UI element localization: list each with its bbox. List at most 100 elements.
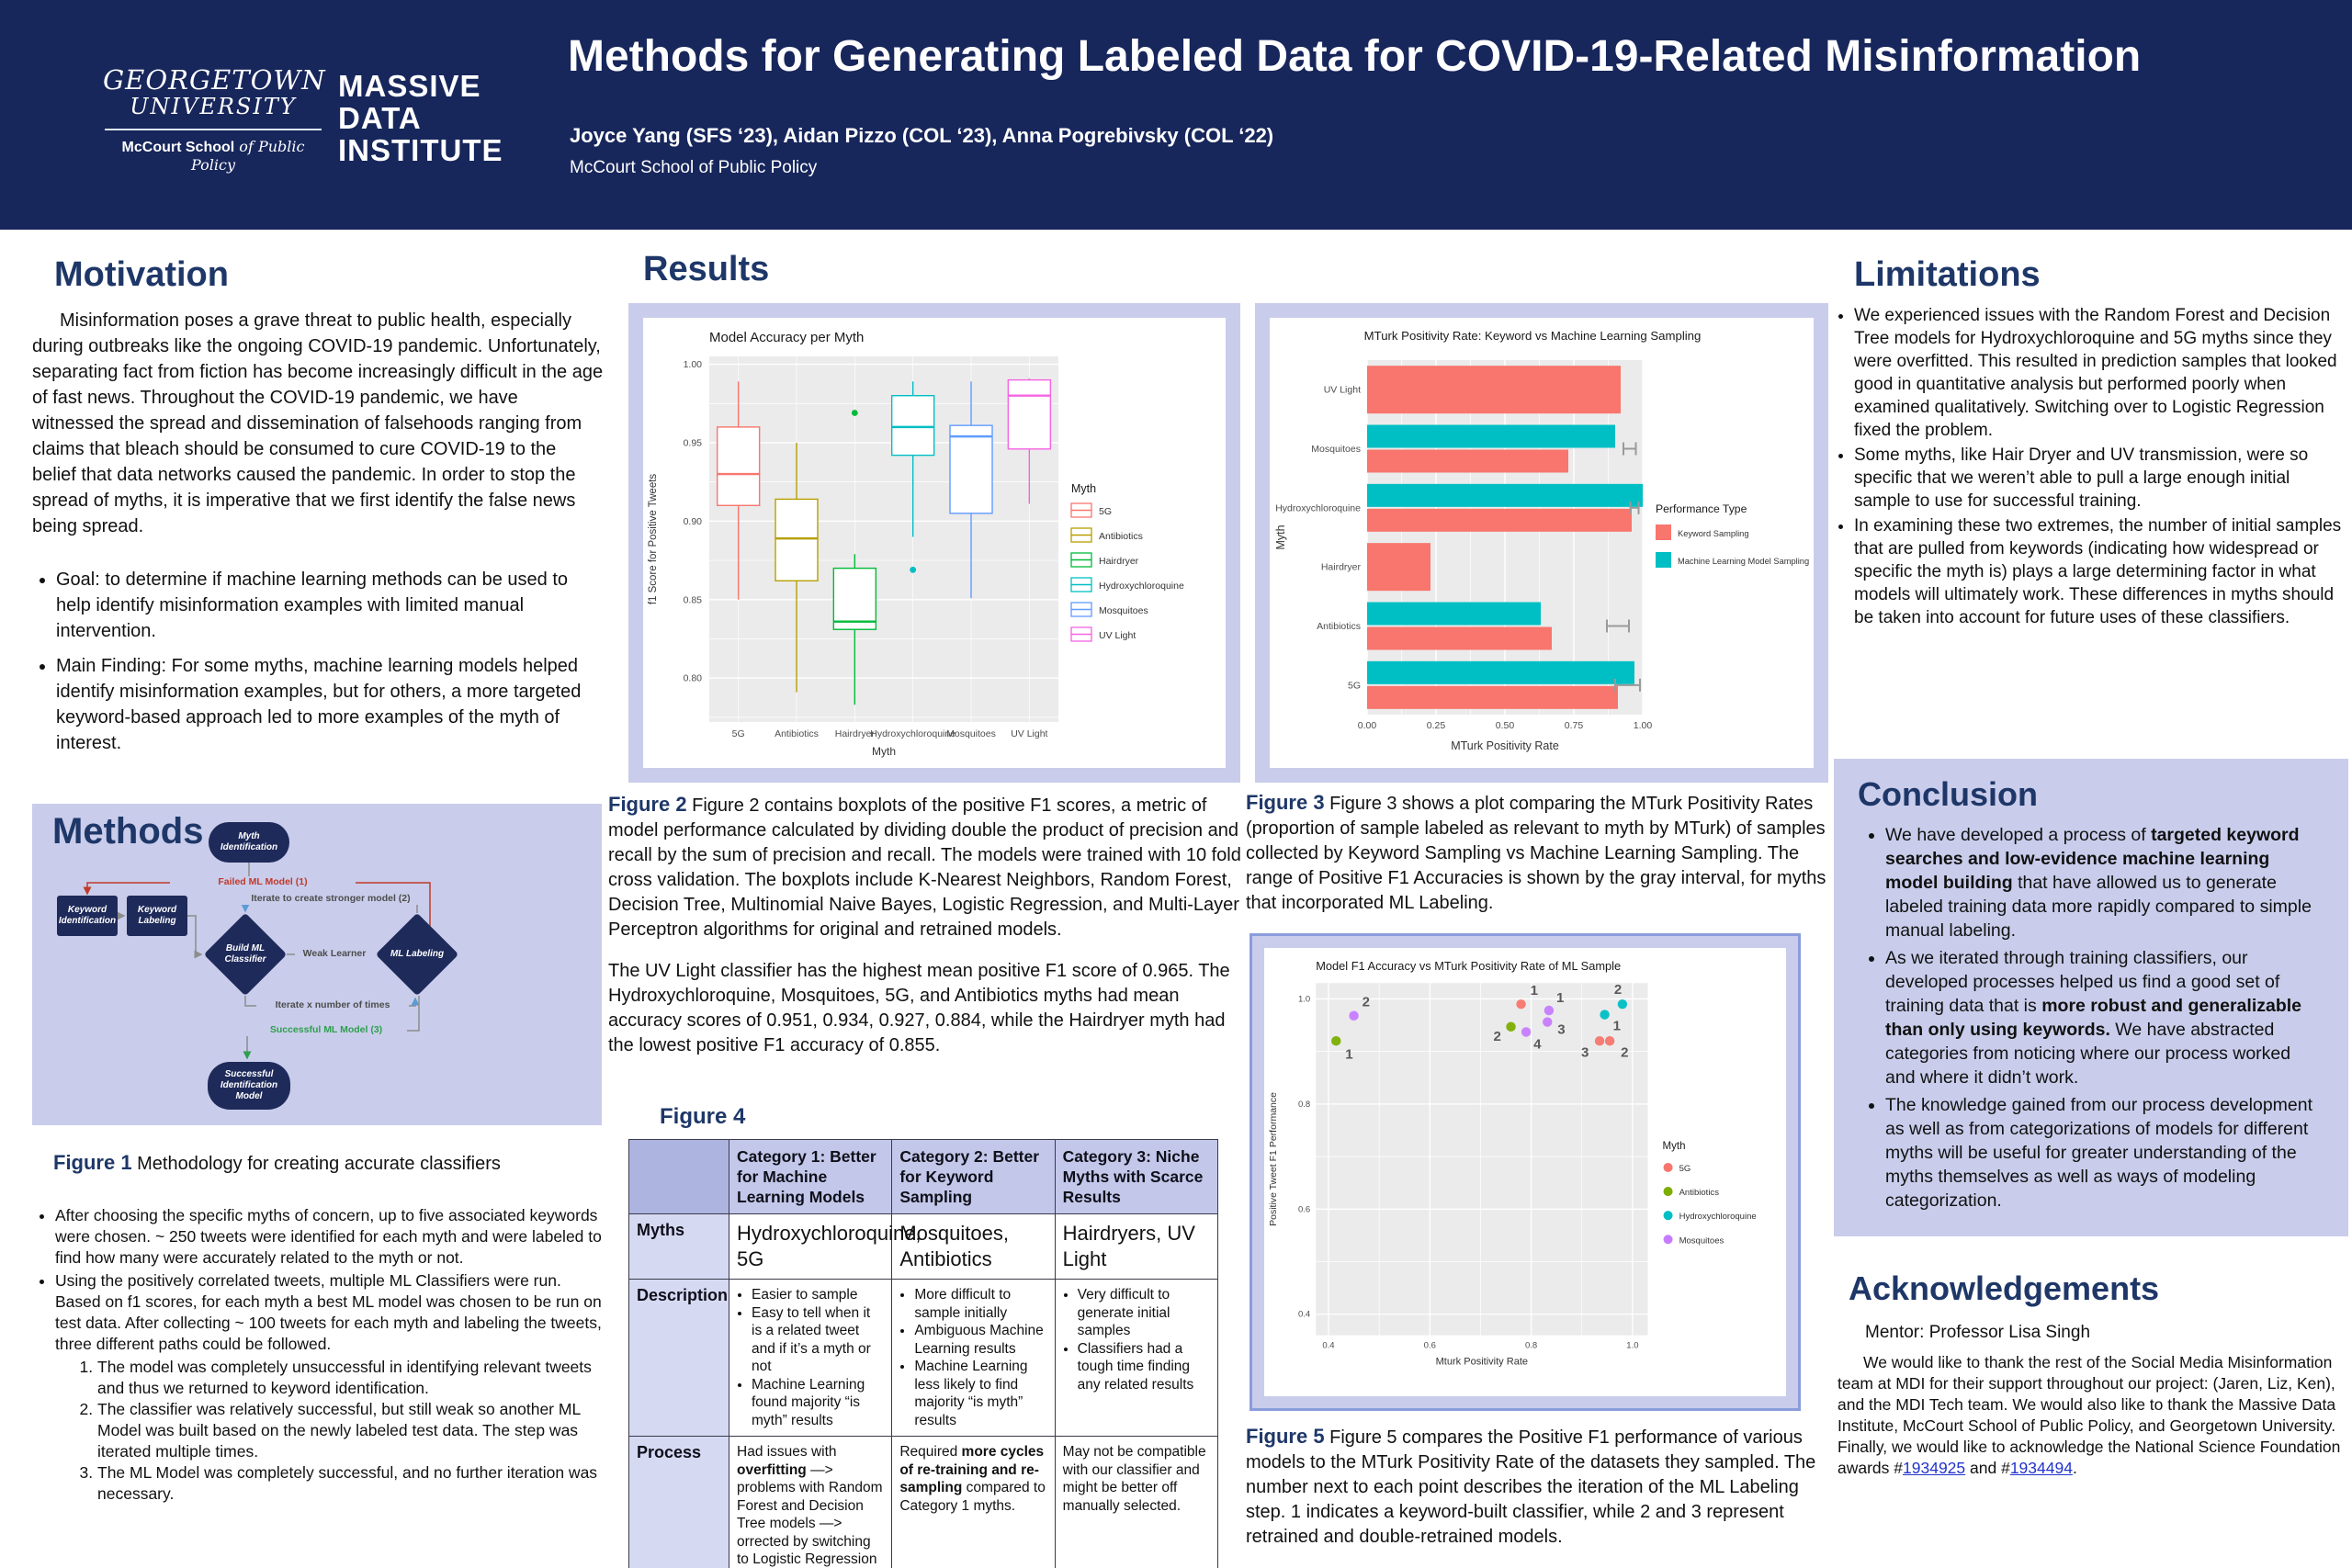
figure1-panel: Methods Myth Identification Keyword Iden… (32, 804, 602, 1125)
figure4-table: Category 1: Better for Machine Learning … (628, 1139, 1219, 1568)
svg-text:0.50: 0.50 (1496, 720, 1515, 731)
svg-text:2: 2 (1363, 995, 1370, 1010)
svg-text:5G: 5G (1348, 680, 1361, 691)
conclusion-bullet: As we iterated through training classifi… (1885, 946, 2324, 1089)
svg-text:f1 Score for Positive Tweets: f1 Score for Positive Tweets (648, 474, 659, 605)
mccourt-italic: of Public Policy (191, 138, 305, 174)
svg-text:0.4: 0.4 (1322, 1341, 1335, 1351)
figure3-bar-chart: 0.00 0.25 0.50 0.75 1.00 UV Light Mosquitoes Hy… (1270, 318, 1814, 768)
desc-item: Easier to sample (752, 1286, 884, 1304)
figure5-panel: 0.4 0.6 0.8 1.0 0.4 0.6 0.8 1.0 1 2 3 1 2 1 2 1 2 3 4 Model… (1250, 933, 1801, 1411)
figure5-caption-text: Figure 5 compares the Positive F1 perfor… (1246, 1427, 1816, 1547)
svg-text:Myth: Myth (1071, 482, 1096, 495)
table-cell: Mosquitoes, Antibiotics (891, 1213, 1056, 1280)
desc-item: More difficult to sample initially (914, 1286, 1046, 1322)
svg-text:Antibiotics: Antibiotics (1099, 531, 1143, 542)
table-row-label: Process (628, 1436, 729, 1568)
desc-item: Machine Learning found majority “is myth… (752, 1376, 884, 1430)
svg-text:Mturk Positivity Rate: Mturk Positivity Rate (1436, 1357, 1528, 1368)
svg-text:UV Light: UV Light (1099, 630, 1136, 641)
mdi-line-2: DATA (338, 101, 422, 135)
desc-item: Classifiers had a tough time finding any… (1078, 1340, 1210, 1394)
mdi-logo: MASSIVE DATA INSTITUTE (338, 70, 503, 166)
svg-text:UV Light: UV Light (1324, 385, 1361, 396)
svg-text:Keyword Sampling: Keyword Sampling (1678, 529, 1749, 538)
svg-text:Mosquitoes: Mosquitoes (1099, 605, 1148, 616)
svg-text:3: 3 (1557, 1022, 1565, 1038)
methods-bullet: Using the positively correlated tweets, … (55, 1270, 603, 1505)
acknowledgements-heading: Acknowledgements (1849, 1269, 2160, 1307)
table-row-process: Process Had issues with overfitting —> p… (628, 1436, 1219, 1568)
nsf-award-link[interactable]: 1934494 (2009, 1459, 2073, 1477)
svg-text:Hairdryer: Hairdryer (835, 728, 876, 739)
svg-text:Antibiotics: Antibiotics (775, 728, 819, 739)
header: GEORGETOWN UNIVERSITY McCourt School of … (0, 0, 2352, 230)
table-row-label: Myths (628, 1213, 729, 1280)
methods-numbered-item: The ML Model was completely successful, … (97, 1462, 603, 1505)
flow-edge-iterate2-label: Iterate to create stronger model (2) (236, 893, 425, 905)
limitations-bullets: We experienced issues with the Random Fo… (1830, 304, 2345, 629)
table-cell: May not be compatible with our classifie… (1054, 1436, 1219, 1568)
figure4-heading: Figure 4 (660, 1104, 746, 1129)
mccourt-school-label: McCourt School of Public Policy (103, 138, 323, 175)
table-cell: Hydroxychloroquine, 5G (728, 1213, 922, 1280)
svg-text:Model Accuracy per Myth: Model Accuracy per Myth (709, 330, 864, 345)
svg-text:Mosquitoes: Mosquitoes (946, 728, 996, 739)
svg-text:2: 2 (1614, 982, 1622, 998)
mdi-line-1: MASSIVE (338, 69, 481, 103)
methods-notes: After choosing the specific myths of con… (35, 1205, 603, 1506)
figure2-boxplot: 0.80 0.85 0.90 0.95 1.00 5G Antibiotics Hairdry… (643, 318, 1226, 768)
limitations-bullet: Some myths, like Hair Dryer and UV trans… (1854, 444, 2345, 513)
svg-text:MTurk Positivity Rate: MTurk Positivity Rate (1451, 739, 1559, 752)
table-cell: Required more cycles of re-training and … (891, 1436, 1056, 1568)
flow-edge-success-label: Successful ML Model (3) (245, 1024, 407, 1036)
svg-text:0.6: 0.6 (1298, 1204, 1310, 1214)
svg-text:2: 2 (1621, 1044, 1628, 1060)
poster-title: Methods for Generating Labeled Data for … (568, 32, 2142, 81)
conclusion-heading: Conclusion (1858, 775, 2038, 813)
table-cell: Easier to sample Easy to tell when it is… (728, 1279, 893, 1437)
figure5-caption-label: Figure 5 (1246, 1425, 1325, 1448)
nsf-award-link[interactable]: 1934925 (1903, 1459, 1966, 1477)
mentor-line: Mentor: Professor Lisa Singh (1865, 1323, 2091, 1342)
svg-text:Mosquitoes: Mosquitoes (1311, 444, 1361, 455)
table-row-description: Description Easier to sample Easy to tel… (628, 1279, 1219, 1437)
svg-text:5G: 5G (1099, 506, 1112, 517)
table-cell: Hairdryers, UV Light (1054, 1213, 1219, 1280)
flow-edge-weak-learner-label: Weak Learner (295, 948, 374, 960)
flow-edge-failed-label: Failed ML Model (1) (170, 876, 356, 888)
flow-node-myth-identification: Myth Identification (209, 822, 289, 863)
desc-item: Very difficult to generate initial sampl… (1078, 1286, 1210, 1340)
figure3-caption-label: Figure 3 (1246, 791, 1325, 814)
svg-text:Hydroxychloroquine: Hydroxychloroquine (870, 728, 956, 739)
svg-text:0.25: 0.25 (1427, 720, 1446, 731)
motivation-paragraph: Misinformation poses a grave threat to p… (32, 310, 604, 536)
svg-text:2: 2 (1493, 1029, 1500, 1044)
svg-text:Machine Learning Model Samplin: Machine Learning Model Sampling (1678, 557, 1809, 566)
svg-text:5G: 5G (1679, 1164, 1691, 1174)
figure1-caption: Figure 1 Methodology for creating accura… (53, 1150, 605, 1177)
svg-text:1: 1 (1613, 1019, 1621, 1034)
motivation-bullet: Goal: to determine if machine learning m… (56, 567, 604, 644)
svg-text:3: 3 (1581, 1044, 1589, 1060)
georgetown-wordmark: GEORGETOWN (103, 64, 326, 96)
svg-text:4: 4 (1533, 1037, 1542, 1053)
svg-text:Positive Tweet F1 Performan: Positive Tweet F1 Performance (1268, 1092, 1279, 1226)
figure2-caption2: The UV Light classifier has the highest … (608, 961, 1230, 1055)
flow-node-keyword-labeling: Keyword Labeling (127, 896, 187, 936)
results-heading: Results (643, 250, 770, 288)
table-row-myths: Myths Hydroxychloroquine, 5G Mosquitoes,… (628, 1213, 1219, 1280)
svg-text:0.8: 0.8 (1298, 1100, 1310, 1110)
svg-text:Hydroxychloroquine: Hydroxychloroquine (1275, 502, 1361, 513)
svg-text:1.00: 1.00 (684, 359, 703, 370)
svg-text:Myth: Myth (872, 745, 896, 758)
svg-text:0.85: 0.85 (684, 594, 703, 605)
university-wordmark: UNIVERSITY (130, 94, 297, 119)
svg-text:0.6: 0.6 (1424, 1341, 1436, 1351)
svg-text:0.95: 0.95 (684, 437, 703, 448)
svg-text:Myth: Myth (1663, 1141, 1686, 1152)
motivation-section: Motivation Misinformation poses a grave … (32, 255, 604, 765)
figure3-caption: Figure 3 Figure 3 shows a plot comparing… (1246, 790, 1832, 916)
methods-bullets: After choosing the specific myths of con… (35, 1205, 603, 1505)
